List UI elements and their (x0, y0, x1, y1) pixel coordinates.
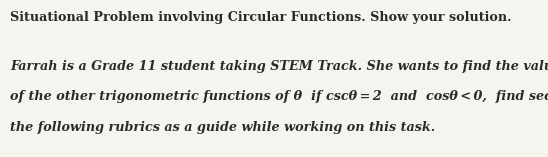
Text: of the other trigonometric functions of θ  if cscθ = 2  and  cosθ < 0,  find sec: of the other trigonometric functions of … (10, 90, 548, 103)
Text: Farrah is a Grade 11 student taking STEM Track. She wants to find the values: Farrah is a Grade 11 student taking STEM… (10, 60, 548, 73)
Text: Situational Problem involving Circular Functions. Show your solution.: Situational Problem involving Circular F… (10, 11, 511, 24)
Text: the following rubrics as a guide while working on this task.: the following rubrics as a guide while w… (10, 121, 435, 134)
